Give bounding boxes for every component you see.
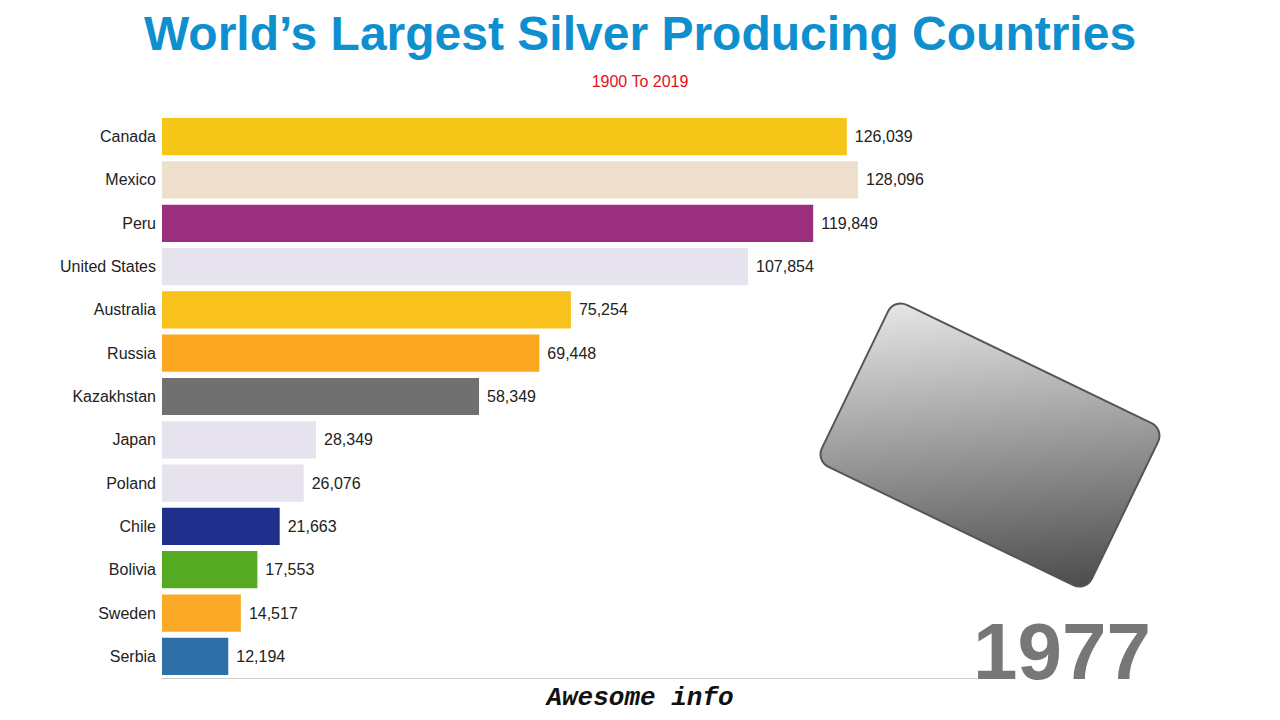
- svg-text:Peru: Peru: [122, 215, 156, 232]
- svg-text:14,517: 14,517: [249, 605, 298, 622]
- svg-text:1900 To 2019: 1900 To 2019: [592, 73, 689, 90]
- svg-text:Serbia: Serbia: [110, 648, 156, 665]
- svg-text:28,349: 28,349: [324, 431, 373, 448]
- svg-text:Russia: Russia: [107, 345, 156, 362]
- svg-text:Kazakhstan: Kazakhstan: [72, 388, 156, 405]
- svg-text:26,076: 26,076: [312, 475, 361, 492]
- svg-text:119,849: 119,849: [821, 215, 878, 232]
- svg-text:69,448: 69,448: [547, 345, 596, 362]
- svg-text:Awesome info: Awesome info: [544, 683, 733, 713]
- svg-text:Sweden: Sweden: [98, 605, 156, 622]
- svg-text:Japan: Japan: [112, 431, 156, 448]
- svg-text:Canada: Canada: [100, 128, 156, 145]
- svg-text:107,854: 107,854: [756, 258, 814, 275]
- svg-text:United States: United States: [60, 258, 156, 275]
- svg-text:Australia: Australia: [94, 301, 156, 318]
- svg-text:World’s Largest Silver Produci: World’s Largest Silver Producing Countri…: [144, 7, 1136, 60]
- svg-text:75,254: 75,254: [579, 301, 628, 318]
- svg-text:Bolivia: Bolivia: [109, 561, 156, 578]
- svg-text:12,194: 12,194: [236, 648, 285, 665]
- svg-text:Mexico: Mexico: [105, 171, 156, 188]
- svg-text:Chile: Chile: [120, 518, 157, 535]
- svg-text:1977: 1977: [973, 607, 1151, 696]
- svg-text:21,663: 21,663: [288, 518, 337, 535]
- svg-text:58,349: 58,349: [487, 388, 536, 405]
- svg-text:126,039: 126,039: [855, 128, 913, 145]
- svg-text:128,096: 128,096: [866, 171, 924, 188]
- svg-text:Poland: Poland: [106, 475, 156, 492]
- svg-text:17,553: 17,553: [265, 561, 314, 578]
